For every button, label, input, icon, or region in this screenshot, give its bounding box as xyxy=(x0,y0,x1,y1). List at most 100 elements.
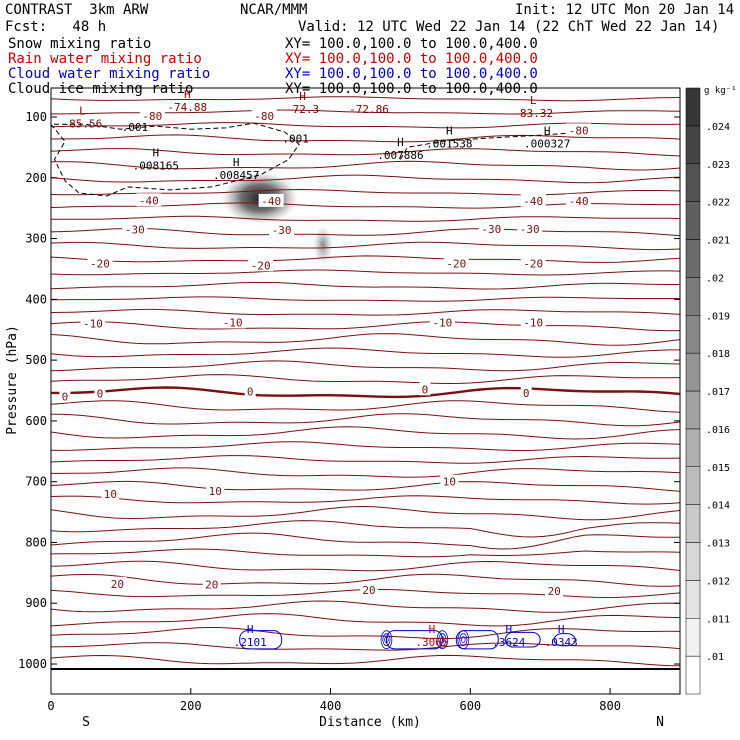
field-xy-cloud-water: XY= 100.0,100.0 to 100.0,400.0 xyxy=(285,66,538,82)
y-tick-label: 800 xyxy=(25,535,47,549)
forecast-hour: Fcst: 48 h xyxy=(5,19,107,35)
colorbar-swatch xyxy=(685,163,701,202)
extremum-kind: H xyxy=(299,90,306,103)
init-time: Init: 12 UTC Mon 20 Jan 14 xyxy=(515,2,735,18)
y-tick-label: 100 xyxy=(25,110,47,124)
colorbar-label: .019 xyxy=(706,311,730,322)
contour-label: -40 xyxy=(261,195,281,208)
cloud-ice-outline xyxy=(51,122,300,197)
extremum-value: .3624 xyxy=(492,636,525,649)
colorbar-label: .02 xyxy=(706,273,724,284)
contour-label-bg xyxy=(87,256,113,270)
temperature-contour-line xyxy=(51,386,680,399)
extremum-kind: L xyxy=(79,104,86,117)
contour-label-bg xyxy=(101,486,120,500)
temperature-contour-line xyxy=(51,548,680,558)
temperature-contour-line xyxy=(51,455,680,464)
temperature-contour-line xyxy=(51,426,680,440)
colorbar-label: .01 xyxy=(706,652,724,663)
extremum-value: .2101 xyxy=(234,636,267,649)
cloud-water-core xyxy=(382,633,391,647)
contour-label: -40 xyxy=(523,195,543,208)
colorbar-swatch xyxy=(685,655,701,695)
contour-labels: -80 -80 -80 -40 -40 -40 -40 -30 -30 -30 -30 -20 -20 -… xyxy=(59,108,592,598)
plot-frame xyxy=(50,87,681,695)
contour-label: -80 xyxy=(254,110,274,123)
contour-label-bg xyxy=(59,389,71,403)
contour-label: -10 xyxy=(523,316,543,329)
contour-label-bg xyxy=(202,577,221,591)
contour-label-bg xyxy=(545,584,564,598)
colorbar-label: .022 xyxy=(706,198,730,209)
contour-label: 0 xyxy=(97,388,104,401)
extremum-kind: H xyxy=(544,124,551,137)
contour-label: -20 xyxy=(446,257,466,270)
contour-label-bg xyxy=(248,258,274,272)
cloud-water-core xyxy=(457,630,470,650)
temperature-contour-line xyxy=(51,296,680,302)
extremum-value: -72.86 xyxy=(349,103,389,116)
cloud-ice-contour xyxy=(51,122,583,197)
y-tick-label: 200 xyxy=(25,171,47,185)
cloud-water-contour xyxy=(239,630,283,650)
colorbar-swatch xyxy=(685,87,701,127)
contour-label-bg xyxy=(566,123,592,137)
temperature-contour-line xyxy=(51,269,680,276)
contour-label: -10 xyxy=(83,318,103,331)
extremum-value: .008457 xyxy=(213,169,259,182)
colorbar-label: .011 xyxy=(706,614,730,625)
y-tick-label: 600 xyxy=(25,414,47,428)
valid-time: Valid: 12 UTC Wed 22 Jan 14 (22 ChT Wed … xyxy=(298,19,720,35)
contour-label-bg xyxy=(80,316,106,330)
temperature-contour-line xyxy=(51,347,680,358)
contour-label-bg xyxy=(139,108,165,122)
contour-label: -20 xyxy=(251,259,271,272)
cloud-water-core xyxy=(380,630,393,650)
contour-label-bg xyxy=(258,193,284,207)
contour-label: -20 xyxy=(523,257,543,270)
contour-label: -40 xyxy=(139,194,159,207)
cloud-water-contours xyxy=(239,630,576,650)
colorbar-swatch xyxy=(685,466,701,505)
snow-secondary-blob xyxy=(313,225,333,265)
contour-label-bg xyxy=(136,193,162,207)
extremum-value: .0343 xyxy=(545,636,578,649)
x-end-label-north: N xyxy=(656,715,664,730)
field-name-snow: Snow mixing ratio xyxy=(8,36,152,52)
contour-label: -20 xyxy=(90,257,110,270)
field-xy-rain: XY= 100.0,100.0 to 100.0,400.0 xyxy=(285,51,538,67)
temperature-contour-line xyxy=(51,148,680,157)
field-name-rain: Rain water mixing ratio xyxy=(8,51,202,67)
contour-label-bg xyxy=(520,315,546,329)
colorbar-swatch xyxy=(685,201,701,240)
colorbar-label: .017 xyxy=(706,387,730,398)
contour-label: 20 xyxy=(111,578,124,591)
contour-label-bg xyxy=(429,315,455,329)
y-tick-label: 300 xyxy=(25,232,47,246)
field-name-cloud-water: Cloud water mixing ratio xyxy=(8,66,211,82)
contour-label: 10 xyxy=(209,485,222,498)
colorbar: .01 .011 .012 .013 .014 .015 .016 .017 .018 .019.… xyxy=(685,87,730,695)
extrema-labels: H-74.88H-72.3 -72.86L-83.32L-85.56.001.00… xyxy=(63,88,578,649)
temperature-contour-line xyxy=(51,122,680,129)
cloud-water-core xyxy=(384,636,389,644)
extremum-kind: H xyxy=(397,136,404,149)
temperature-contours xyxy=(51,96,680,667)
temperature-contour-line xyxy=(51,560,680,572)
contour-label: -80 xyxy=(569,124,589,137)
cloud-water-contour xyxy=(553,633,576,647)
extremum-value: -85.56 xyxy=(63,117,103,130)
contour-label-bg xyxy=(566,193,592,207)
temperature-contour-line xyxy=(51,160,680,171)
temperature-contour-line xyxy=(51,321,680,332)
colorbar-swatch xyxy=(685,125,701,164)
contour-label: 10 xyxy=(104,488,117,501)
colorbar-label: .023 xyxy=(706,160,730,171)
colorbar-unit: g kg⁻¹ xyxy=(704,86,737,96)
temperature-contour-line xyxy=(51,654,680,667)
temperature-contour-line xyxy=(51,281,680,290)
temperature-contour-line xyxy=(51,600,680,613)
contour-label-bg xyxy=(517,221,543,235)
contour-label-bg xyxy=(520,385,532,399)
